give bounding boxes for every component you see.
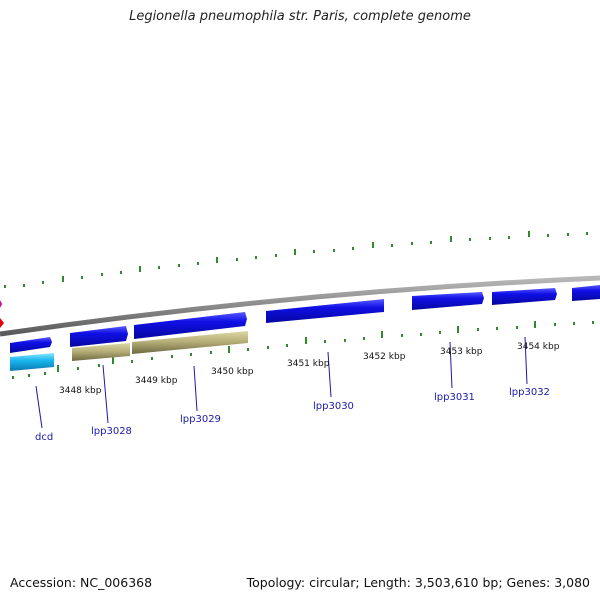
genome-stats-text: Topology: circular; Length: 3,503,610 bp… (246, 575, 590, 590)
scale-label: 3450 kbp (211, 367, 254, 377)
gene-leader-lines (35, 336, 528, 429)
gene-cds-lpp3030[interactable] (266, 299, 384, 323)
scale-label: 3453 kbp (440, 347, 483, 357)
gene-label-lpp3032[interactable]: lpp3032 (509, 387, 550, 398)
accession-text: Accession: NC_006368 (10, 575, 153, 590)
gene-cds-lpp3028[interactable] (70, 326, 128, 347)
magenta-marker-icon (0, 300, 2, 308)
gene-label-dcd[interactable]: dcd (35, 432, 53, 443)
inner-tick-ring (12, 321, 594, 379)
scale-label: 3449 kbp (135, 376, 178, 386)
outer-tick-ring (4, 231, 588, 288)
scale-label: 3448 kbp (59, 386, 102, 396)
gene-label-lpp3029[interactable]: lpp3029 (180, 414, 221, 425)
scale-label: 3454 kbp (517, 342, 560, 352)
gene-cds-lpp3031[interactable] (412, 292, 484, 310)
scale-label: 3451 kbp (287, 359, 330, 369)
gene-label-lpp3028[interactable]: lpp3028 (91, 426, 132, 437)
gene-feature-lpp3029[interactable] (132, 331, 248, 354)
gene-cds-partial-right[interactable] (572, 285, 600, 301)
gene-dcd-feature[interactable] (10, 353, 54, 371)
scale-label: 3452 kbp (363, 352, 406, 362)
gene-cds-lpp3029[interactable] (134, 312, 247, 339)
gene-label-lpp3030[interactable]: lpp3030 (313, 401, 354, 412)
map-title: Legionella pneumophila str. Paris, compl… (129, 9, 471, 24)
genome-backbone (0, 275, 600, 337)
gene-cds-dcd-forward[interactable] (10, 337, 52, 353)
red-marker-icon (0, 318, 4, 328)
gene-cds-lpp3032[interactable] (492, 288, 557, 305)
gene-feature-lpp3028[interactable] (72, 343, 130, 361)
gene-label-lpp3031[interactable]: lpp3031 (434, 392, 475, 403)
